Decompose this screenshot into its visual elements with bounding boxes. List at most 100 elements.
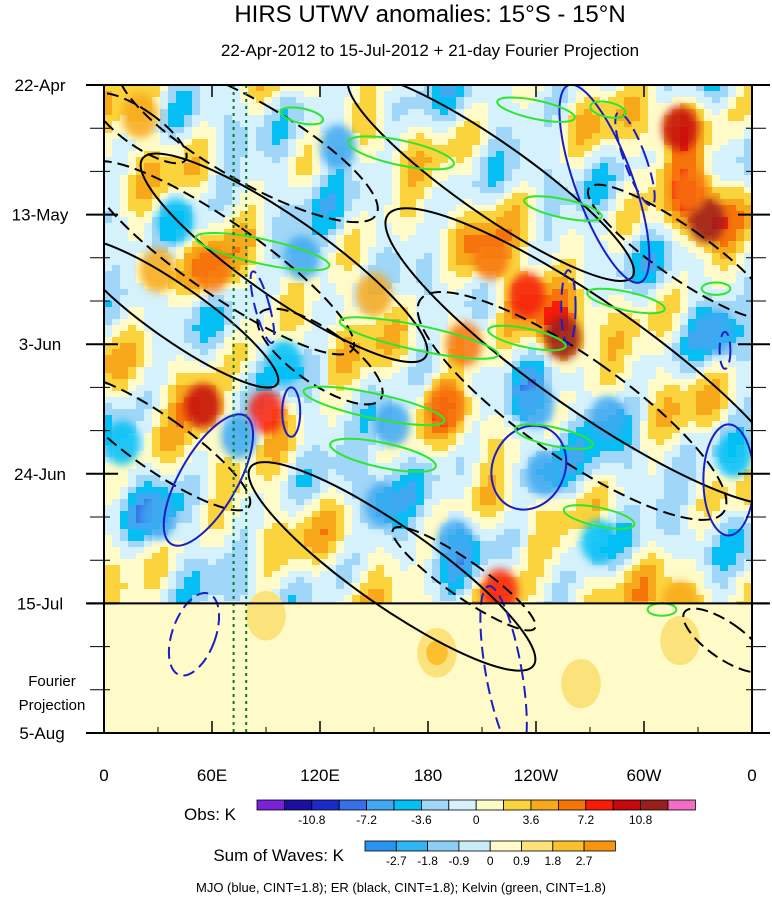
anomaly-cell [536,199,545,206]
anomaly-cell [112,247,121,254]
anomaly-cell [360,139,369,146]
anomaly-cell [648,199,657,206]
anomaly-cell [624,127,633,134]
anomaly-cell [472,163,481,170]
anomaly-cell [160,85,169,92]
anomaly-cell [248,139,257,146]
anomaly-cell [128,91,137,98]
anomaly-cell [608,319,617,326]
anomaly-cell [440,367,449,374]
anomaly-cell [664,235,673,242]
anomaly-cell [736,307,745,314]
anomaly-cell [680,445,689,452]
anomaly-cell [440,295,449,302]
anomaly-cell [560,289,569,296]
anomaly-cell [440,187,449,194]
anomaly-cell [128,283,137,290]
anomaly-cell [352,331,361,338]
anomaly-cell [512,373,521,380]
anomaly-cell [656,415,665,422]
anomaly-cell [696,283,705,290]
anomaly-cell [112,349,121,356]
anomaly-cell [496,181,505,188]
anomaly-cell [624,325,633,332]
anomaly-cell [664,361,673,368]
anomaly-cell [384,151,393,158]
anomaly-cell [152,163,161,170]
anomaly-cell [272,319,281,326]
anomaly-cell [632,241,641,248]
anomaly-cell [688,301,697,308]
anomaly-cell [144,319,153,326]
anomaly-cell [496,325,505,332]
anomaly-cell [432,277,441,284]
anomaly-cell [464,415,473,422]
anomaly-cell [424,307,433,314]
anomaly-cell [504,415,513,422]
anomaly-cell [272,121,281,128]
anomaly-cell [416,271,425,278]
anomaly-cell [152,391,161,398]
anomaly-cell [592,289,601,296]
anomaly-cell [336,223,345,230]
anomaly-cell [520,181,529,188]
anomaly-cell [152,211,161,218]
anomaly-cell [224,205,233,212]
anomaly-cell [560,103,569,110]
anomaly-cell [528,259,537,266]
anomaly-cell [512,127,521,134]
anomaly-cell [472,313,481,320]
anomaly-cell [160,187,169,194]
anomaly-cell [344,433,353,440]
anomaly-cell [232,223,241,230]
anomaly-cell [624,139,633,146]
anomaly-cell [712,301,721,308]
anomaly-cell [384,199,393,206]
anomaly-cell [568,133,577,140]
anomaly-cell [344,193,353,200]
anomaly-cell [208,235,217,242]
anomaly-cell [128,343,137,350]
anomaly-cell [704,109,713,116]
anomaly-cell [304,301,313,308]
anomaly-cell [208,217,217,224]
anomaly-cell [240,115,249,122]
anomaly-cell [264,205,273,212]
anomaly-cell [416,163,425,170]
anomaly-cell [736,181,745,188]
anomaly-cell [480,163,489,170]
anomaly-cell [584,415,593,422]
anomaly-cell [344,169,353,176]
anomaly-cell [488,325,497,332]
anomaly-cell [496,91,505,98]
anomaly-cell [288,397,297,404]
anomaly-cell [632,349,641,356]
anomaly-cell [312,331,321,338]
anomaly-cell [664,265,673,272]
anomaly-cell [208,427,217,434]
anomaly-cell [632,445,641,452]
anomaly-cell [136,343,145,350]
anomaly-cell [680,217,689,224]
anomaly-cell [328,367,337,374]
anomaly-cell [120,259,129,266]
anomaly-cell [384,229,393,236]
anomaly-cell [600,313,609,320]
anomaly-cell [328,295,337,302]
anomaly-cell [648,187,657,194]
anomaly-cell [112,313,121,320]
anomaly-cell [288,427,297,434]
anomaly-cell [352,247,361,254]
anomaly-cell [136,271,145,278]
anomaly-cell [632,109,641,116]
anomaly-cell [400,187,409,194]
anomaly-cell [696,409,705,416]
anomaly-cell [408,211,417,218]
anomaly-cell [312,427,321,434]
anomaly-cell [320,277,329,284]
anomaly-cell [408,385,417,392]
anomaly-cell [424,427,433,434]
anomaly-cell [464,211,473,218]
anomaly-cell [488,283,497,290]
anomaly-cell [744,115,752,122]
